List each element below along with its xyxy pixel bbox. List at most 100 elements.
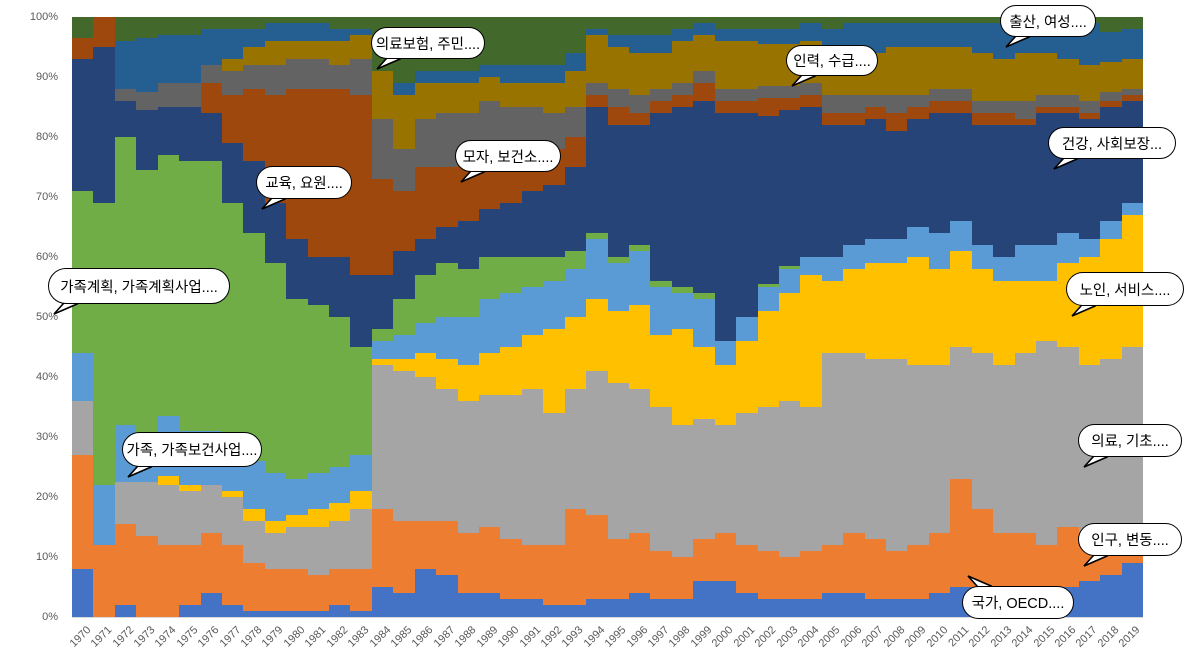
bar-segment-t3[interactable]: [371, 365, 394, 509]
bar-segment-t6[interactable]: [221, 203, 244, 443]
bar-segment-t2[interactable]: [221, 545, 244, 605]
bar-segment-t3[interactable]: [971, 353, 994, 509]
bar-segment-t8[interactable]: [393, 191, 415, 251]
bar-segment-t9[interactable]: [1078, 101, 1101, 113]
bar-segment-t11[interactable]: [864, 23, 887, 53]
bar-segment-t8[interactable]: [243, 89, 265, 161]
bar-segment-t1[interactable]: [607, 599, 629, 617]
bar-segment-t7[interactable]: [93, 47, 115, 203]
bar-segment-t10[interactable]: [500, 83, 522, 107]
bar-segment-t1[interactable]: [564, 605, 587, 617]
bar-segment-t10[interactable]: [436, 83, 458, 113]
bar-segment-t1[interactable]: [693, 581, 715, 617]
bar-segment-t9[interactable]: [671, 83, 694, 95]
bar-segment-t6[interactable]: [693, 293, 715, 299]
bar-segment-t12[interactable]: [671, 17, 694, 29]
bar-segment-t12[interactable]: [757, 17, 779, 29]
bar-segment-t8[interactable]: [607, 107, 629, 125]
bar-segment-t9[interactable]: [843, 95, 865, 113]
bar-segment-t9[interactable]: [243, 65, 265, 89]
bar-segment-t9[interactable]: [200, 65, 222, 83]
bar-segment-t9[interactable]: [436, 113, 458, 167]
bar-segment-t3[interactable]: [993, 365, 1015, 533]
bar-segment-t2[interactable]: [628, 533, 651, 593]
bar-segment-t11[interactable]: [693, 23, 715, 35]
bar-segment-t2[interactable]: [286, 569, 308, 611]
bar-segment-t3[interactable]: [843, 353, 865, 533]
bar-segment-t2[interactable]: [72, 455, 94, 569]
bar-segment-t11[interactable]: [800, 23, 822, 41]
bar-segment-t12[interactable]: [543, 17, 565, 65]
bar-segment-t7[interactable]: [950, 113, 972, 221]
bar-segment-t2[interactable]: [329, 569, 351, 605]
bar-segment-t2[interactable]: [114, 524, 137, 605]
bar-segment-t3[interactable]: [757, 407, 779, 551]
bar-segment-t2[interactable]: [586, 515, 608, 599]
bar-segment-t6[interactable]: [628, 245, 651, 251]
bar-segment-t5[interactable]: [693, 299, 715, 347]
bar-segment-t5[interactable]: [500, 293, 522, 347]
bar-segment-t7[interactable]: [200, 113, 222, 161]
bar-segment-t9[interactable]: [521, 107, 544, 149]
bar-segment-t7[interactable]: [843, 125, 865, 245]
bar-segment-t2[interactable]: [479, 527, 501, 593]
bar-segment-t4[interactable]: [586, 299, 608, 371]
bar-segment-t7[interactable]: [221, 143, 244, 203]
bar-segment-t9[interactable]: [350, 59, 372, 95]
bar-segment-t6[interactable]: [371, 329, 394, 341]
bar-segment-t12[interactable]: [628, 17, 651, 35]
bar-segment-t2[interactable]: [307, 575, 330, 611]
bar-segment-t7[interactable]: [329, 257, 351, 317]
bar-segment-t2[interactable]: [500, 539, 522, 599]
bar-segment-t8[interactable]: [371, 179, 394, 275]
bar-segment-t8[interactable]: [436, 167, 458, 227]
bar-segment-t10[interactable]: [1057, 59, 1079, 95]
bar-segment-t10[interactable]: [586, 35, 608, 83]
bar-segment-t1[interactable]: [179, 605, 201, 617]
bar-segment-t8[interactable]: [671, 95, 694, 107]
bar-segment-t3[interactable]: [543, 413, 565, 545]
bar-segment-t4[interactable]: [414, 353, 437, 377]
bar-segment-t10[interactable]: [307, 41, 330, 59]
bar-segment-t8[interactable]: [1121, 95, 1144, 101]
bar-segment-t5[interactable]: [243, 461, 265, 509]
bar-segment-t5[interactable]: [1014, 245, 1036, 281]
bar-segment-t4[interactable]: [628, 305, 651, 389]
bar-segment-t10[interactable]: [607, 47, 629, 89]
bar-segment-t7[interactable]: [821, 125, 844, 257]
bar-segment-t3[interactable]: [479, 395, 501, 527]
bar-segment-t8[interactable]: [586, 95, 608, 107]
bar-segment-t1[interactable]: [457, 593, 480, 617]
bar-segment-t7[interactable]: [971, 125, 994, 245]
bar-segment-t5[interactable]: [393, 335, 415, 359]
bar-segment-t7[interactable]: [179, 107, 201, 161]
bar-segment-t7[interactable]: [714, 113, 737, 341]
bar-segment-t11[interactable]: [650, 35, 672, 53]
bar-segment-t9[interactable]: [757, 86, 779, 98]
bar-segment-t6[interactable]: [243, 233, 265, 461]
bar-segment-t3[interactable]: [950, 347, 972, 479]
bar-segment-t11[interactable]: [414, 71, 437, 83]
bar-segment-t8[interactable]: [350, 95, 372, 275]
bar-segment-t3[interactable]: [393, 371, 415, 521]
bar-segment-t3[interactable]: [350, 509, 372, 569]
bar-segment-t11[interactable]: [114, 41, 137, 89]
bar-segment-t4[interactable]: [179, 485, 201, 491]
bar-segment-t3[interactable]: [329, 521, 351, 569]
bar-segment-t2[interactable]: [778, 557, 801, 599]
callout-t9[interactable]: 모자, 보건소....: [455, 140, 561, 183]
bar-segment-t6[interactable]: [414, 275, 437, 323]
bar-segment-t2[interactable]: [371, 509, 394, 587]
bar-segment-t7[interactable]: [436, 227, 458, 263]
bar-segment-t7[interactable]: [136, 110, 158, 170]
bar-segment-t11[interactable]: [1121, 29, 1144, 59]
bar-segment-t4[interactable]: [907, 257, 929, 365]
bar-segment-t7[interactable]: [736, 113, 758, 317]
bar-segment-t3[interactable]: [607, 383, 629, 539]
bar-segment-t8[interactable]: [286, 89, 308, 239]
bar-segment-t8[interactable]: [93, 17, 115, 47]
bar-segment-t5[interactable]: [928, 233, 951, 269]
bar-segment-t10[interactable]: [1078, 65, 1101, 101]
bar-segment-t9[interactable]: [307, 59, 330, 89]
bar-segment-t1[interactable]: [200, 593, 222, 617]
